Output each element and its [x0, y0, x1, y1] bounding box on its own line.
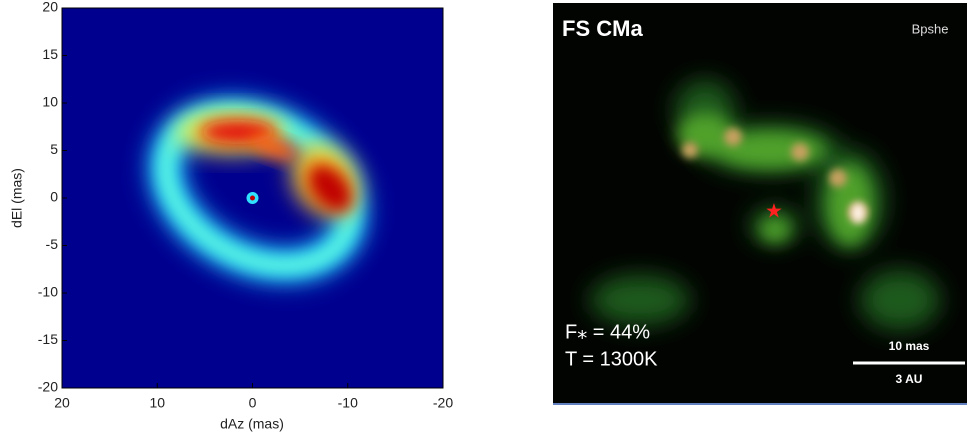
- x-tick-label: -10: [338, 395, 358, 411]
- reconstructed-image: ★: [553, 3, 967, 405]
- image-title: FS CMa: [562, 16, 643, 41]
- annotation: F⁎ = 44%: [565, 321, 650, 343]
- band-label: Bpshe: [912, 21, 949, 36]
- y-tick-label: 0: [50, 189, 58, 205]
- star-marker: ★: [765, 200, 783, 222]
- y-tick-label: -10: [38, 284, 58, 300]
- y-tick-label: 5: [50, 141, 58, 157]
- y-tick-label: 10: [42, 94, 58, 110]
- x-axis-label: dAz (mas): [220, 416, 284, 432]
- x-tick-label: -20: [433, 395, 453, 411]
- scale-bar-label: 3 AU: [896, 372, 923, 386]
- x-tick-label: 20: [54, 395, 70, 411]
- x-tick-label: 0: [249, 395, 257, 411]
- y-tick-label: 20: [42, 0, 58, 15]
- scale-bar-label: 10 mas: [889, 339, 930, 353]
- y-axis-label: dEl (mas): [9, 168, 25, 228]
- y-tick-label: -15: [38, 331, 58, 347]
- annotation: T = 1300K: [565, 348, 658, 370]
- y-tick-label: -5: [46, 236, 59, 252]
- x-tick-label: 10: [149, 395, 165, 411]
- y-tick-label: 15: [42, 46, 58, 62]
- y-tick-label: -20: [38, 379, 58, 395]
- model-image: [62, 8, 443, 388]
